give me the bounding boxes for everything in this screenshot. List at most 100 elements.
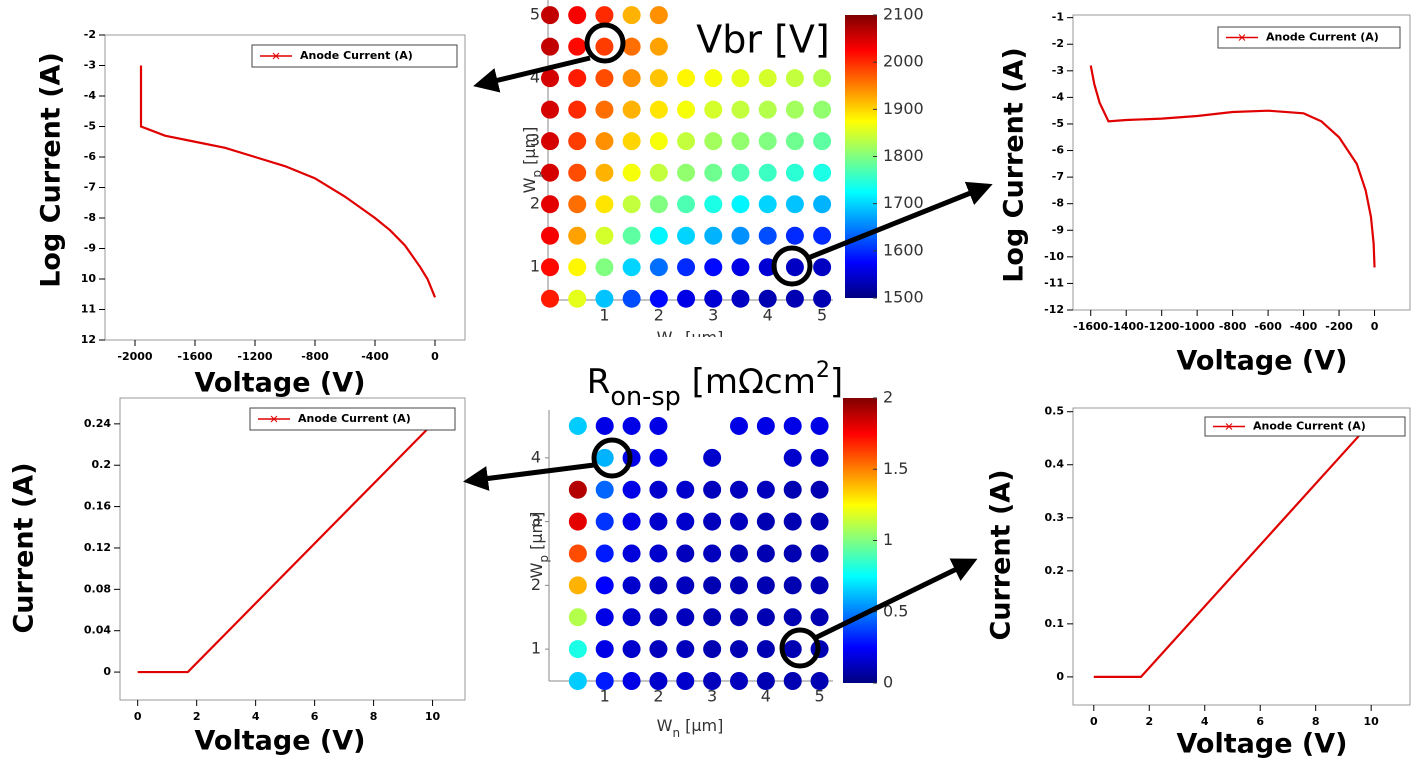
legend-box	[249, 407, 456, 431]
dot	[704, 163, 723, 182]
dot	[703, 480, 722, 499]
colorbar-tick-label: 1900	[883, 99, 924, 118]
x-tick-label: 4	[1201, 715, 1209, 728]
x-tick-label: 8	[370, 710, 378, 723]
x-tick-label: -600	[1254, 320, 1282, 333]
text-part: [μm]	[680, 328, 723, 347]
colorbar-tick-label: 2000	[883, 52, 924, 71]
dot	[622, 416, 641, 435]
dot	[813, 226, 832, 245]
y-tick-label: 0.24	[84, 417, 111, 430]
y-tick-label: -2	[1052, 37, 1064, 50]
dot	[785, 69, 804, 88]
dot	[756, 576, 775, 595]
y-tick-label: -3	[1052, 64, 1064, 77]
dot	[783, 448, 802, 467]
line-chart: 0 2 4 6 8 10 0 0.04 0.08 0.12 0.16 0.2 0.24 Anode Cur…	[9, 397, 466, 757]
dot	[595, 576, 614, 595]
legend-label: Anode Current (A)	[1266, 31, 1379, 44]
dot	[756, 416, 775, 435]
y-tick-label: -8	[1052, 197, 1064, 210]
dot	[649, 69, 668, 88]
y-tick-label: 0.5	[1045, 405, 1065, 418]
highlight-circle	[779, 627, 821, 669]
dot	[785, 289, 804, 308]
dot	[758, 69, 777, 88]
dot	[622, 576, 641, 595]
text-part: [mΩcm	[681, 362, 816, 402]
dot	[676, 512, 695, 531]
dot	[595, 226, 614, 245]
legend-label: Anode Current (A)	[300, 49, 413, 62]
dot	[568, 6, 587, 25]
dot	[704, 132, 723, 151]
x-tick-label: 0	[1371, 320, 1379, 333]
dot	[730, 672, 748, 690]
y-tick-label: -9	[1052, 223, 1064, 236]
y-tick-label: 1	[530, 257, 540, 276]
text-part: 2	[816, 357, 830, 383]
dot	[810, 416, 829, 435]
x-tick-label: 5	[814, 687, 824, 706]
dot	[595, 37, 614, 56]
dot	[731, 195, 750, 214]
dot	[568, 132, 587, 151]
y-tick-label: -7	[84, 181, 96, 194]
dot	[568, 640, 587, 659]
dot	[595, 672, 614, 690]
dot	[541, 195, 559, 214]
data-line	[137, 423, 434, 674]
dot	[676, 640, 695, 659]
dot	[785, 226, 804, 245]
dot	[783, 640, 802, 659]
dot	[677, 289, 696, 308]
dot	[622, 512, 641, 531]
y-tick-label: 11	[81, 303, 96, 316]
data-line	[139, 65, 437, 298]
dot	[622, 544, 641, 563]
dot	[677, 195, 696, 214]
dot	[595, 6, 614, 25]
dot	[568, 416, 587, 435]
legend-box	[251, 44, 458, 68]
dot	[731, 163, 750, 182]
x-tick-label: 2	[654, 306, 664, 325]
dot	[783, 512, 802, 531]
dot	[756, 544, 775, 563]
x-tick-label: -200	[1325, 320, 1353, 333]
dot	[810, 448, 829, 467]
y-tick-label: -3	[84, 59, 96, 72]
legend-marker	[1225, 423, 1233, 430]
arrow	[473, 55, 591, 93]
y-tick-label: 0.3	[1045, 511, 1065, 524]
dot	[649, 448, 668, 467]
dot	[595, 100, 614, 119]
x-tick-label: -1600	[1073, 320, 1109, 333]
dot	[783, 608, 802, 627]
dot	[703, 512, 722, 531]
text-part: [μm]	[520, 127, 539, 170]
x-tick-label: 3	[708, 306, 718, 325]
text-part: [μm]	[527, 512, 546, 555]
dot	[568, 608, 587, 627]
annotations	[463, 22, 993, 669]
dot	[568, 226, 587, 245]
dot	[676, 480, 695, 499]
dot	[703, 672, 722, 690]
legend-box	[1204, 416, 1406, 437]
dot	[568, 195, 587, 214]
y-tick-label: -6	[1052, 144, 1065, 157]
dot	[783, 544, 802, 563]
charts: -2000 -1600 -1200 -800 -400 0-2-3-4-5-6-7-8-9…	[9, 0, 1411, 760]
text-part: W	[657, 328, 673, 347]
colorbar	[843, 398, 877, 683]
plot-frame	[1072, 407, 1411, 706]
dot	[731, 258, 750, 277]
dot	[568, 100, 587, 119]
dot	[622, 163, 641, 182]
dot	[704, 69, 723, 88]
x-axis-label: Voltage (V)	[195, 726, 366, 757]
dot	[730, 480, 748, 499]
x-tick-label: 10	[425, 710, 441, 723]
dot	[595, 132, 614, 151]
